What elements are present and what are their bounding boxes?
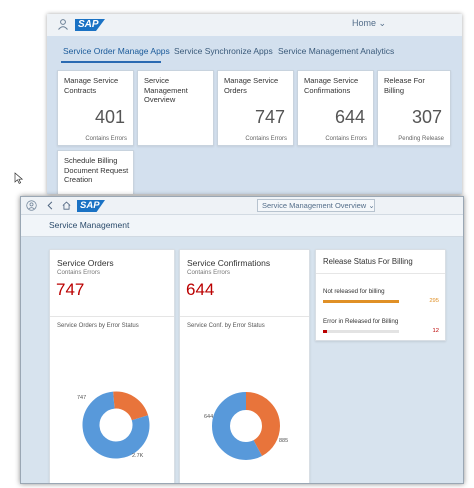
progress-track — [323, 300, 399, 303]
shell-bar: SAP Service Management Overview ⌄ — [21, 197, 463, 215]
tile-footer: Contains Errors — [85, 136, 127, 142]
shell-bar: SAP Home ⌄ — [47, 14, 462, 36]
progress-fill — [323, 330, 327, 333]
chart-title: Service Conf. by Error Status — [187, 323, 265, 329]
tile-value: 644 — [334, 107, 365, 127]
sap-logo: SAP — [77, 200, 105, 212]
donut-label-ok: 2.7K — [132, 453, 144, 459]
chevron-down-icon: ⌄ — [378, 18, 387, 28]
launchpad-window: SAP Home ⌄ Service Order Manage Apps Ser… — [47, 14, 462, 194]
donut-label-error: 747 — [77, 395, 87, 401]
divider — [180, 316, 309, 317]
active-tab-indicator — [61, 61, 161, 63]
tile-title: Release For Billing — [384, 76, 425, 95]
card-subtitle: Contains Errors — [57, 269, 100, 276]
tile-manage-service-orders[interactable]: Manage Service Orders 747 Contains Error… — [217, 70, 294, 146]
tile-value: 307 — [411, 107, 442, 127]
list-item-value: 295 — [429, 298, 439, 304]
page-header: Service Management — [21, 215, 463, 237]
tile-title: Manage Service Contracts — [64, 76, 119, 95]
back-arrow-icon[interactable] — [45, 200, 56, 211]
user-icon[interactable] — [57, 18, 69, 30]
user-icon[interactable] — [26, 200, 37, 211]
tile-value: 747 — [254, 107, 285, 127]
tile-manage-service-contracts[interactable]: Manage Service Contracts 401 Contains Er… — [57, 70, 134, 146]
home-icon[interactable] — [61, 200, 72, 211]
progress-track — [323, 330, 399, 333]
tab-service-synchronize-apps[interactable]: Service Synchronize Apps — [174, 46, 273, 56]
chart-title: Service Orders by Error Status — [57, 323, 139, 329]
card-service-confirmations[interactable]: Service Confirmations Contains Errors 64… — [179, 249, 311, 484]
tab-service-order-manage-apps[interactable]: Service Order Manage Apps — [63, 46, 170, 56]
app-title-dropdown[interactable]: Service Management Overview ⌄ — [257, 199, 375, 212]
tile-footer: Contains Errors — [245, 136, 287, 142]
card-title: Release Status For Billing — [323, 257, 413, 266]
donut-chart-orders[interactable] — [50, 250, 176, 484]
card-subtitle: Contains Errors — [187, 269, 230, 276]
list-item-label: Error in Released for Billing — [323, 318, 399, 325]
mouse-pointer-icon — [14, 172, 24, 184]
divider — [316, 273, 445, 274]
home-menu[interactable]: Home ⌄ — [352, 18, 386, 29]
tile-service-management-overview[interactable]: Service Management Overview — [137, 70, 214, 146]
card-title: Service Orders — [57, 258, 114, 268]
donut-segment-1[interactable] — [212, 392, 280, 460]
tile-release-for-billing[interactable]: Release For Billing 307 Pending Release — [377, 70, 451, 146]
tile-schedule-billing-document[interactable]: Schedule Billing Document Request Creati… — [57, 150, 134, 194]
donut-label-error: 644 — [204, 414, 214, 420]
list-item-label: Not released for billing — [323, 288, 385, 295]
app-title: Service Management Overview — [262, 201, 367, 210]
tile-manage-service-confirmations[interactable]: Manage Service Confirmations 644 Contain… — [297, 70, 374, 146]
sap-logo: SAP — [75, 19, 105, 31]
donut-label-ok: 885 — [279, 438, 289, 444]
donut-segment-1[interactable] — [82, 391, 150, 459]
card-release-status[interactable]: Release Status For Billing Not released … — [315, 249, 446, 341]
group-tabs: Service Order Manage Apps Service Synchr… — [47, 44, 462, 64]
page-title: Service Management — [49, 220, 130, 230]
tile-value: 401 — [94, 107, 125, 127]
list-item-value: 12 — [432, 328, 439, 334]
tile-footer: Pending Release — [398, 136, 444, 142]
tab-service-management-analytics[interactable]: Service Management Analytics — [278, 46, 395, 56]
tile-title: Service Management Overview — [144, 76, 188, 104]
chevron-down-icon: ⌄ — [368, 201, 375, 210]
card-service-orders[interactable]: Service Orders Contains Errors 747 Servi… — [49, 249, 176, 484]
overview-window: SAP Service Management Overview ⌄ Servic… — [20, 196, 464, 484]
tile-title: Manage Service Orders — [224, 76, 279, 95]
home-label: Home — [352, 18, 377, 28]
progress-fill — [323, 300, 399, 303]
tile-footer: Contains Errors — [325, 136, 367, 142]
kpi-value: 747 — [56, 280, 85, 299]
tile-title: Schedule Billing Document Request Creati… — [64, 156, 129, 184]
kpi-value: 644 — [186, 280, 215, 299]
divider — [50, 316, 174, 317]
card-title: Service Confirmations — [187, 258, 271, 268]
donut-chart-confirmations[interactable] — [180, 250, 311, 484]
tile-title: Manage Service Confirmations — [304, 76, 359, 95]
